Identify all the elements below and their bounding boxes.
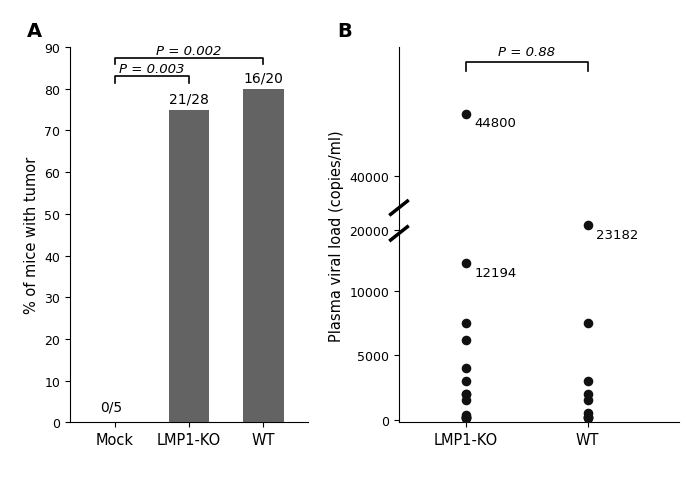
Point: [582, 409, 594, 417]
Point: [582, 222, 594, 229]
Text: A: A: [27, 22, 42, 40]
Point: [461, 397, 472, 405]
Point: [461, 320, 472, 327]
Text: P = 0.002: P = 0.002: [156, 45, 222, 58]
Point: [461, 365, 472, 372]
Text: 16/20: 16/20: [244, 72, 284, 85]
Point: [582, 390, 594, 398]
Point: [461, 411, 472, 419]
Text: 23182: 23182: [596, 228, 638, 241]
Point: [461, 413, 472, 421]
Text: 0/5: 0/5: [100, 400, 122, 414]
Point: [461, 415, 472, 422]
Point: [582, 413, 594, 421]
Text: 44800: 44800: [475, 117, 517, 130]
Point: [582, 397, 594, 405]
Point: [461, 260, 472, 267]
Text: 21/28: 21/28: [169, 92, 209, 106]
Text: P = 0.003: P = 0.003: [119, 63, 185, 76]
Point: [461, 378, 472, 385]
Y-axis label: Plasma viral load (copies/ml): Plasma viral load (copies/ml): [329, 130, 344, 341]
Point: [582, 413, 594, 421]
Point: [461, 390, 472, 398]
Text: 12194: 12194: [475, 266, 517, 279]
Y-axis label: % of mice with tumor: % of mice with tumor: [24, 157, 38, 313]
Point: [461, 390, 472, 398]
Point: [461, 336, 472, 344]
Bar: [169, 110, 209, 422]
Text: B: B: [337, 22, 352, 40]
Point: [582, 320, 594, 327]
Point: [582, 415, 594, 422]
Point: [461, 415, 472, 422]
Point: [461, 111, 472, 119]
Point: [582, 378, 594, 385]
Point: [461, 413, 472, 421]
Bar: [243, 90, 284, 422]
Text: P = 0.88: P = 0.88: [498, 46, 555, 59]
